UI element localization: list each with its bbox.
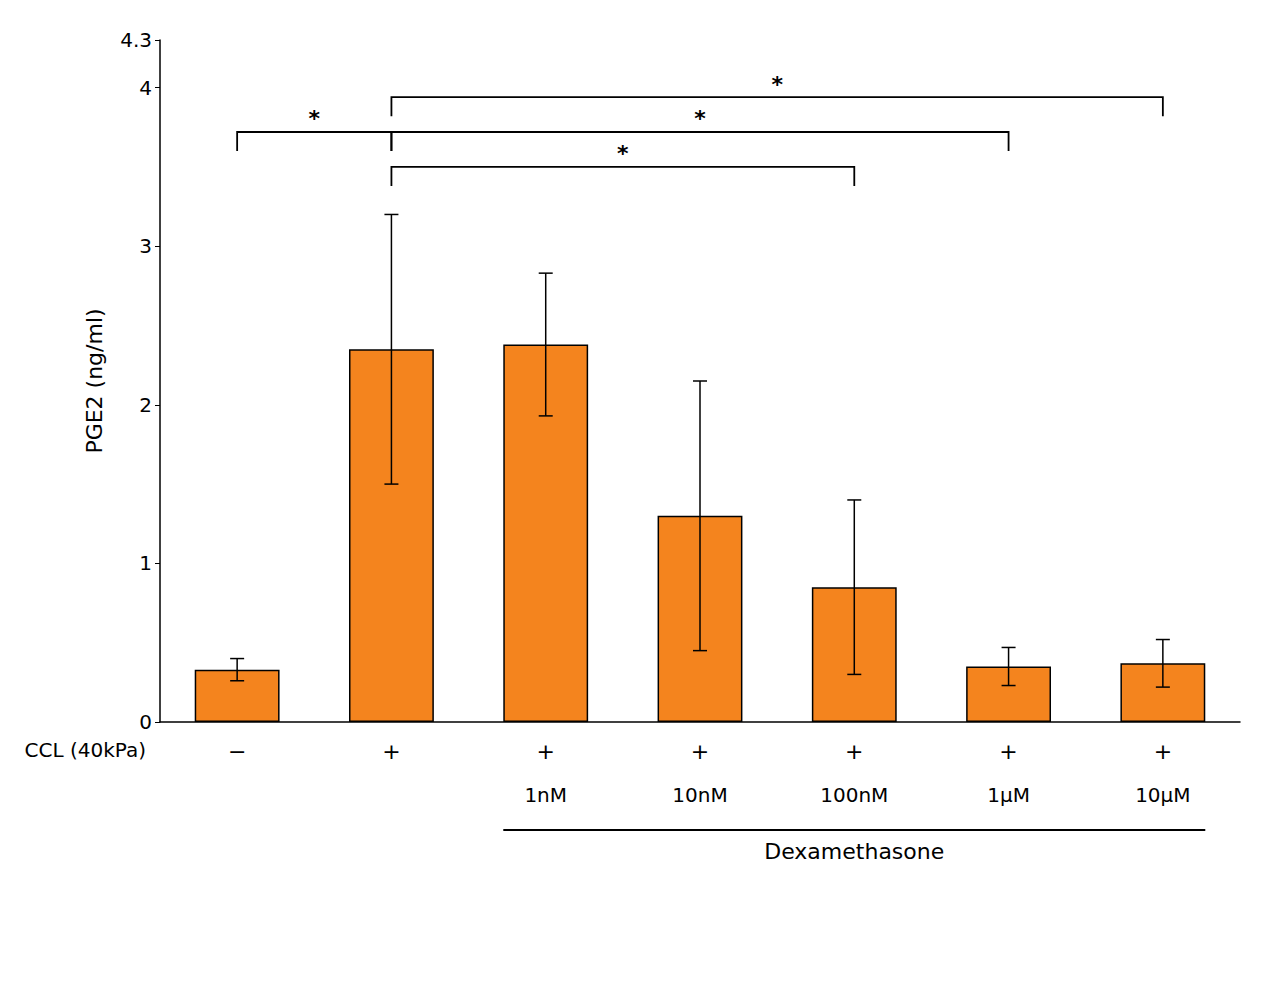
svg-text:3: 3 bbox=[139, 234, 152, 258]
svg-text:PGE2 (ng/ml): PGE2 (ng/ml) bbox=[82, 308, 107, 453]
svg-text:+: + bbox=[536, 739, 554, 764]
svg-text:+: + bbox=[845, 739, 863, 764]
svg-text:2: 2 bbox=[139, 393, 152, 417]
svg-text:10nM: 10nM bbox=[672, 783, 727, 807]
svg-text:10μM: 10μM bbox=[1135, 783, 1190, 807]
svg-text:*: * bbox=[694, 106, 706, 131]
svg-text:4.3: 4.3 bbox=[120, 28, 152, 52]
svg-text:−: − bbox=[228, 739, 246, 764]
svg-text:+: + bbox=[382, 739, 400, 764]
svg-text:1nM: 1nM bbox=[524, 783, 567, 807]
svg-text:*: * bbox=[617, 141, 629, 166]
svg-text:CCL (40kPa): CCL (40kPa) bbox=[25, 738, 146, 762]
svg-text:+: + bbox=[999, 739, 1017, 764]
svg-text:1μM: 1μM bbox=[987, 783, 1030, 807]
svg-text:*: * bbox=[771, 72, 783, 97]
svg-text:100nM: 100nM bbox=[820, 783, 888, 807]
svg-text:0: 0 bbox=[139, 710, 152, 734]
svg-text:*: * bbox=[309, 106, 321, 131]
svg-text:4: 4 bbox=[139, 76, 152, 100]
svg-text:+: + bbox=[691, 739, 709, 764]
svg-text:+: + bbox=[1154, 739, 1172, 764]
svg-text:Dexamethasone: Dexamethasone bbox=[764, 839, 944, 864]
svg-text:1: 1 bbox=[139, 551, 152, 575]
